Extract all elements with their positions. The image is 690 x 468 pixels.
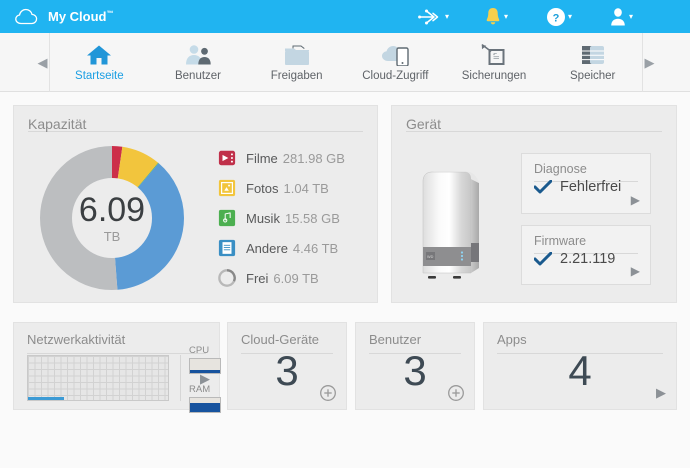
svg-text:WD: WD — [427, 255, 434, 259]
svg-text:?: ? — [553, 12, 560, 24]
